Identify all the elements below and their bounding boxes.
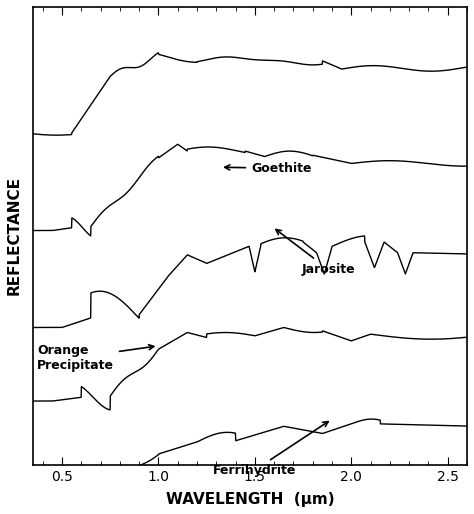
Text: Goethite: Goethite xyxy=(225,162,311,175)
Text: Hematite: Hematite xyxy=(0,513,1,514)
Y-axis label: REFLECTANCE: REFLECTANCE xyxy=(7,176,22,296)
Text: Jarosite: Jarosite xyxy=(276,230,355,276)
X-axis label: WAVELENGTH  (μm): WAVELENGTH (μm) xyxy=(166,492,334,507)
Text: Ferrihydrite: Ferrihydrite xyxy=(212,421,328,477)
Text: Orange
Precipitate: Orange Precipitate xyxy=(37,344,154,372)
